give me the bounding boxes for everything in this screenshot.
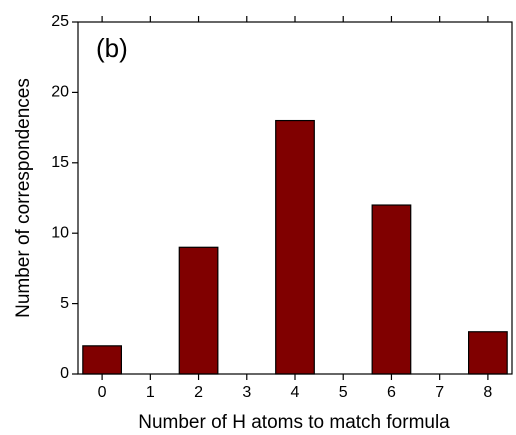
x-tick-label: 3 [242,384,251,401]
x-tick-label: 0 [98,384,107,401]
x-tick-label: 6 [387,384,396,401]
x-tick-label: 2 [194,384,203,401]
y-tick-label: 20 [51,84,69,101]
x-tick-label: 4 [291,384,300,401]
bar [82,345,122,375]
x-tick-label: 1 [146,384,155,401]
annotation: (b) [96,33,128,63]
bar [178,246,219,375]
bar [468,331,508,375]
bar [371,204,412,375]
bar [275,119,315,375]
y-tick-label: 0 [60,365,69,382]
y-axis-title: Number of correspondences [13,78,34,318]
y-tick-label: 25 [51,13,69,30]
x-tick-label: 5 [339,384,348,401]
y-tick-label: 5 [60,295,69,312]
x-tick-label: 7 [435,384,444,401]
x-tick-label: 8 [483,384,492,401]
x-axis-title: Number of H atoms to match formula [138,412,450,433]
y-tick-label: 10 [51,224,69,241]
y-tick-label: 15 [51,154,69,171]
